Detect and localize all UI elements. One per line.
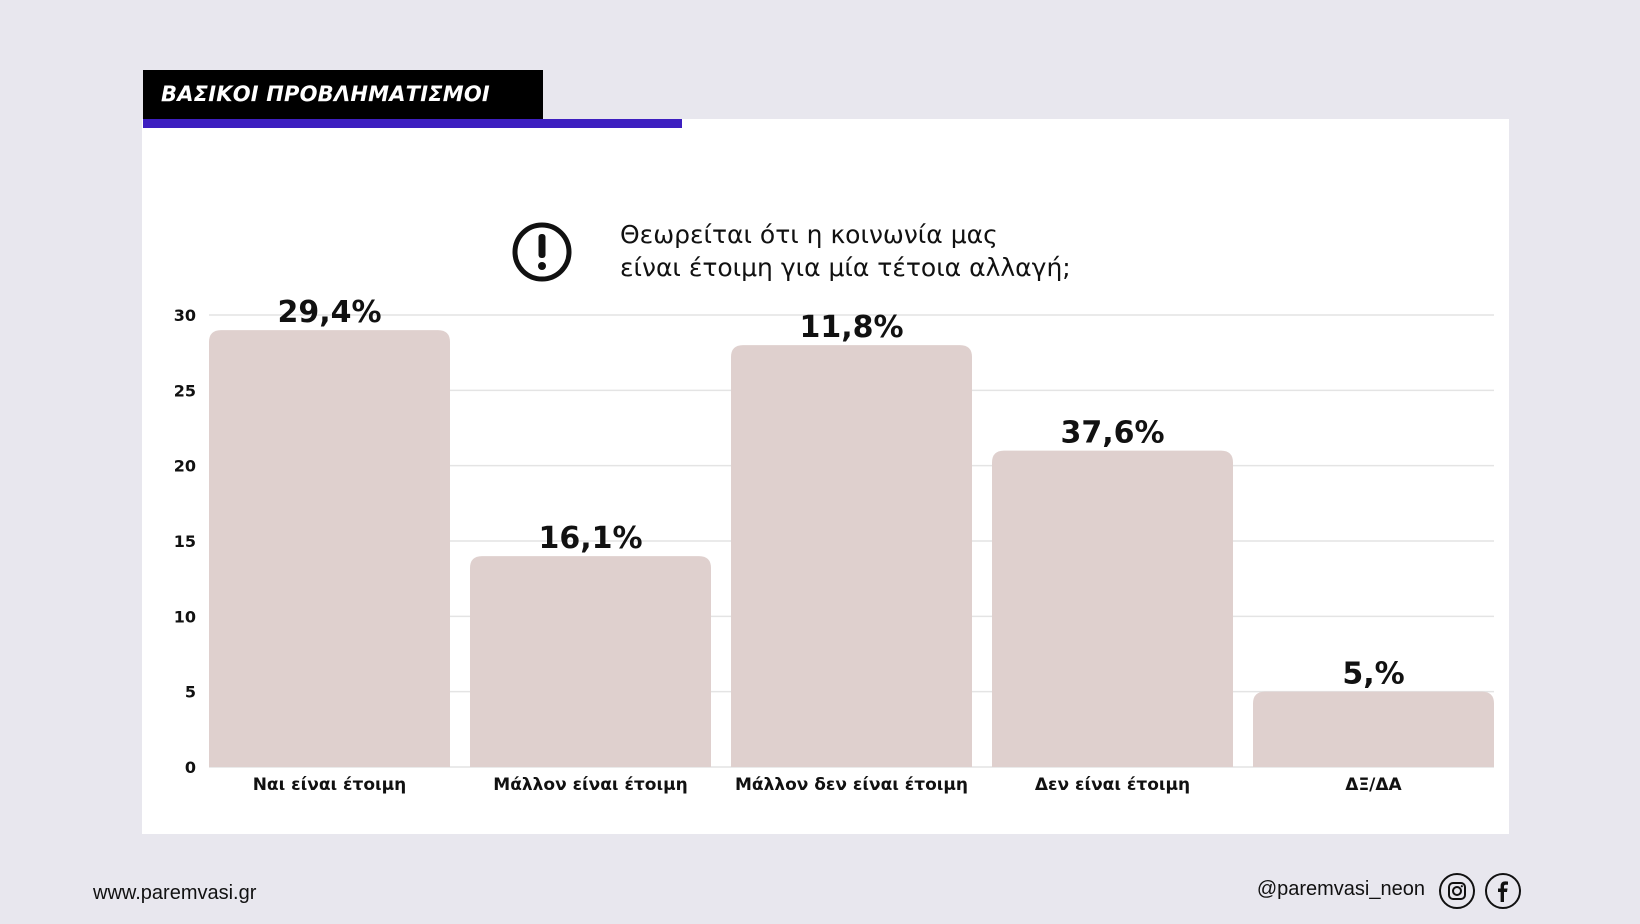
social-handle[interactable]: @paremvasi_neon [1256,878,1425,900]
exclamation-circle-icon [512,222,572,282]
y-tick-label: 20 [174,457,196,476]
section-title: ΒΑΣΙΚΟΙ ΠΡΟΒΛΗΜΑΤΙΣΜΟΙ [143,70,543,119]
bar [992,450,1233,767]
instagram-icon[interactable] [1439,873,1475,909]
data-label: 11,8% [799,310,903,345]
y-tick-label: 5 [185,683,196,702]
facebook-icon[interactable] [1485,873,1521,909]
data-label: 37,6% [1060,416,1164,451]
accent-bar [143,119,682,128]
data-label: 5,% [1342,657,1404,692]
data-label: 16,1% [538,521,642,556]
data-label: 29,4% [277,295,381,330]
website-link[interactable]: www.paremvasi.gr [93,882,257,904]
bar [209,330,450,767]
x-tick-label: Μάλλον δεν είναι έτοιμη [735,775,968,795]
x-tick-label: Ναι είναι έτοιμη [253,775,407,795]
y-tick-label: 15 [174,532,196,551]
x-tick-label: Μάλλον είναι έτοιμη [493,775,687,795]
y-tick-label: 25 [174,381,196,400]
question-line-2: είναι έτοιμη για μία τέτοια αλλαγή; [620,253,1071,282]
bar [1253,691,1494,767]
question-line-1: Θεωρείται ότι η κοινωνία μας [620,220,998,249]
y-tick-label: 0 [185,758,196,777]
chart-question: Θεωρείται ότι η κοινωνία μας είναι έτοιμ… [620,218,1071,284]
x-tick-label: Δεν είναι έτοιμη [1035,775,1190,795]
y-tick-label: 30 [174,306,196,325]
y-tick-label: 10 [174,607,196,626]
bar [470,556,711,767]
x-tick-label: ΔΞ/ΔΑ [1345,775,1402,795]
bar [731,345,972,767]
